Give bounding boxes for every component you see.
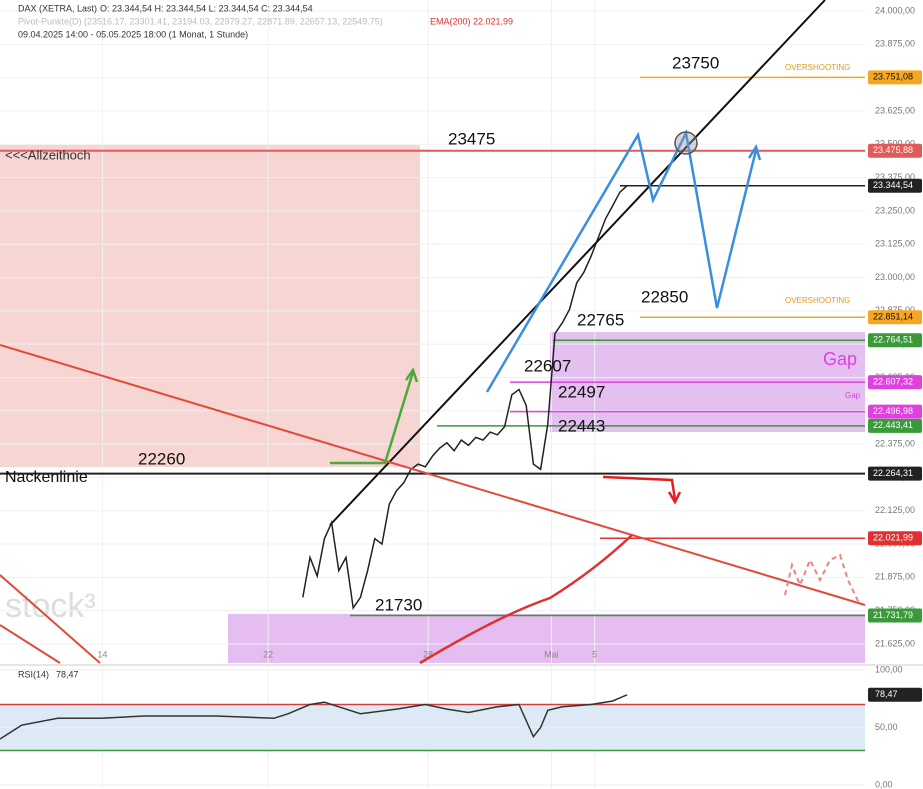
annotation: 22850 [641,287,688,306]
y-tick-label: 23.125,00 [875,239,915,249]
x-tick-label: 28 [423,649,433,659]
y-tick-label: 23.000,00 [875,272,915,282]
marker [674,131,698,155]
level-tag [868,531,922,546]
y-tick-label: 21.625,00 [875,638,915,648]
level-label: 22.443,41 [873,420,913,430]
x-tick-label: 14 [97,649,107,659]
ath-zone [0,145,420,467]
level-label: 22.607,32 [873,377,913,387]
y-tick-label: 23.375,00 [875,172,915,182]
series-line [0,694,628,740]
x-tick-label: 5 [592,649,597,659]
y-tick-label: 23.875,00 [875,39,915,49]
rsi-panel: 0,00 50,00 100,00 78,47 [0,664,922,789]
level-tag [868,310,922,325]
annotation: Gap [823,349,857,369]
annotation: 22607 [524,356,571,375]
level-tag [868,143,922,158]
level-label: 22.764,51 [873,335,913,345]
annotation: 22260 [138,449,185,468]
annotation: 23750 [672,53,719,72]
annotation: 23475 [448,129,495,148]
level-tag [868,333,922,348]
trend-line [329,0,826,526]
y-tick-label: 21.875,00 [875,572,915,582]
support-zone [228,614,865,663]
rsi-tick-label: 50,00 [875,722,898,732]
y-tick-label: 22.125,00 [875,505,915,515]
level-tag [868,466,922,481]
y-tick-label: 23.250,00 [875,205,915,215]
y-tick-label: 23.625,00 [875,105,915,115]
x-tick-label: 22 [263,649,273,659]
annotation: Gap [845,391,861,400]
series-line [302,185,628,611]
level-label: 22.851,14 [873,312,913,322]
resistance-line [0,344,866,606]
symbol: DAX (XETRA, Last) [18,3,97,13]
level-tag [868,375,922,390]
level-tag [868,608,922,623]
level-tag [868,418,922,433]
annotation: <<<Allzeithoch [5,147,91,162]
level-label: 22.264,31 [873,468,913,478]
level-label: 23.751,08 [873,72,913,82]
ema-curve [419,534,633,665]
projection [485,129,758,393]
ema-label: EMA(200) 22.021,99 [430,16,513,26]
level-label: 22.021,99 [873,533,913,543]
level-label: 22.496,98 [873,406,913,416]
pivot: Pivot-Punkte(D) (23516.17, 23301.41, 231… [18,16,383,26]
annotation: OVERSHOOTING [785,63,850,72]
y-tick-label: 24.000,00 [875,5,915,15]
rsi-tick-label: 100,00 [875,664,903,674]
arrow-head [747,144,762,161]
rsi-tick-label: 0,00 [875,779,893,789]
old-lines [0,574,101,664]
level-label: 21.731,79 [873,610,913,620]
zones [0,145,865,663]
drawings [0,0,866,665]
level-label: 23.475,88 [873,145,913,155]
annotation: 22765 [577,310,624,329]
y-tick-label: 23.500,00 [875,139,915,149]
level-label: 23.344,54 [873,180,913,190]
ohlc: O: 23.344,54 H: 23.344,54 L: 23.344,54 C… [100,3,313,13]
red-arrow [602,475,682,505]
rsi-value: 78,47 [56,669,79,679]
rsi-tag [868,687,922,702]
rsi-tag-label: 78,47 [875,689,898,699]
annotation: OVERSHOOTING [785,296,850,305]
scribble [784,553,861,606]
period: 09.04.2025 14:00 - 05.05.2025 18:00 (1 M… [18,29,248,39]
annotation: 21730 [375,595,422,614]
level-tag [868,404,922,419]
annotations: 23750 23475 22850 22765 22607 22497 2244… [5,53,861,614]
rsi-title: RSI(14) [18,669,49,679]
y-tick-label: 22.375,00 [875,438,915,448]
level-tag [868,70,922,85]
header: DAX (XETRA, Last) O: 23.344,54 H: 23.344… [18,3,513,39]
annotation: Nackenlinie [5,469,88,486]
annotation: 22443 [558,416,605,435]
annotation: 22497 [558,382,605,401]
x-tick-label: Mai [544,649,559,659]
level-tag [868,178,922,193]
green-arrow [330,367,419,465]
